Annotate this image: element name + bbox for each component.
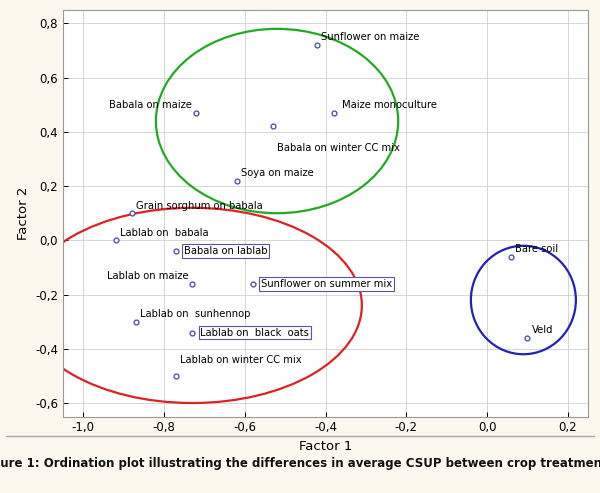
Text: Veld: Veld xyxy=(532,325,553,335)
Y-axis label: Factor 2: Factor 2 xyxy=(17,186,29,240)
Text: Lablab on winter CC mix: Lablab on winter CC mix xyxy=(180,355,302,365)
Text: Babala on maize: Babala on maize xyxy=(109,100,192,110)
Text: Sunflower on summer mix: Sunflower on summer mix xyxy=(261,279,392,289)
Text: Sunflower on maize: Sunflower on maize xyxy=(322,33,420,42)
Text: Lablab on  sunhennop: Lablab on sunhennop xyxy=(140,309,250,319)
Text: Lablab on  black  oats: Lablab on black oats xyxy=(200,327,309,338)
Text: Babala on lablab: Babala on lablab xyxy=(184,246,268,256)
Text: Figure 1: Ordination plot illustrating the differences in average CSUP between c: Figure 1: Ordination plot illustrating t… xyxy=(0,457,600,470)
Text: Bare soil: Bare soil xyxy=(515,244,559,254)
Text: Soya on maize: Soya on maize xyxy=(241,168,313,178)
X-axis label: Factor 1: Factor 1 xyxy=(299,440,352,453)
Text: Lablab on  babala: Lablab on babala xyxy=(119,228,208,238)
Text: Grain sorghum on babala: Grain sorghum on babala xyxy=(136,201,262,211)
Text: Lablab on maize: Lablab on maize xyxy=(107,271,188,281)
Text: Babala on winter CC mix: Babala on winter CC mix xyxy=(277,143,400,153)
Text: Maize monoculture: Maize monoculture xyxy=(341,100,437,110)
